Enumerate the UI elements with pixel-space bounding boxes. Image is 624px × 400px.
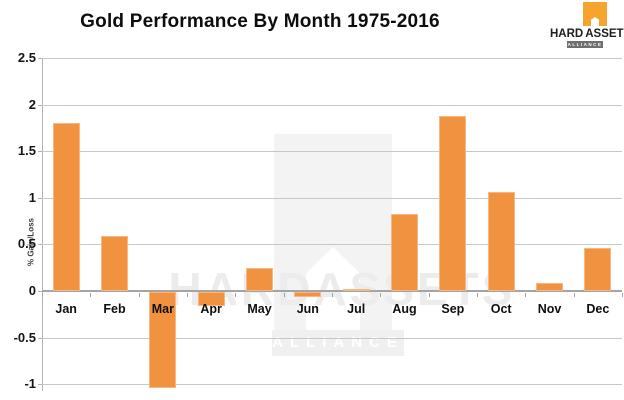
y-axis-tick-label: -0.5 <box>13 329 36 345</box>
x-axis-tick <box>283 293 285 297</box>
logo-word-hard: HARD <box>550 28 584 40</box>
logo-word-assets: ASSETS <box>585 28 624 40</box>
y-axis-tick-label: 0.5 <box>17 236 36 252</box>
brand-logo-wordmark: HARDASSETS <box>550 28 624 40</box>
brand-logo-icon <box>583 2 607 26</box>
x-axis-label-jul: Jul <box>347 302 366 316</box>
x-axis-tick <box>573 293 575 297</box>
bar-dec <box>584 248 612 291</box>
y-axis-tick-label: 0 <box>28 283 36 298</box>
x-axis-label-may: May <box>247 302 272 316</box>
x-axis-tick <box>90 293 92 297</box>
y-axis-tick-label: 2.5 <box>17 50 36 65</box>
x-axis-tick <box>187 293 188 297</box>
y-axis-tick <box>38 197 42 199</box>
x-axis-label-nov: Nov <box>537 302 562 316</box>
x-axis-tick <box>622 293 623 297</box>
bar-nov <box>536 282 563 291</box>
logo-door-notch-icon <box>591 17 599 26</box>
x-axis-label-jan: Jan <box>55 302 77 316</box>
watermark-banner: ALLIANCE <box>272 330 404 356</box>
x-axis-tick <box>332 293 333 297</box>
y-axis-tick-label: -1 <box>24 376 36 392</box>
x-axis-tick <box>138 293 140 297</box>
x-axis-label-dec: Dec <box>586 302 610 316</box>
x-axis-line <box>42 290 622 292</box>
x-axis-label-mar: Mar <box>151 302 174 316</box>
x-axis-tick <box>525 293 527 297</box>
gridline <box>42 104 622 106</box>
y-axis-tick <box>38 104 42 106</box>
bar-sep <box>439 115 467 291</box>
x-axis-label-aug: Aug <box>392 302 417 316</box>
brand-logo-banner: ALLIANCE <box>567 41 603 48</box>
bar-jan <box>52 123 80 291</box>
bar-may <box>246 267 273 291</box>
bar-oct <box>487 192 515 291</box>
y-axis-tick <box>38 291 42 292</box>
y-axis-line <box>42 58 43 391</box>
x-axis-tick <box>380 293 382 297</box>
y-axis-tick-label: 2 <box>28 96 36 112</box>
gridline <box>42 197 622 199</box>
gridline <box>42 384 622 386</box>
gridline <box>42 244 622 246</box>
x-axis-tick <box>235 293 237 297</box>
x-axis-tick <box>428 293 430 297</box>
bar-feb <box>101 236 128 291</box>
x-axis-label-feb: Feb <box>103 302 126 316</box>
x-axis-label-oct: Oct <box>490 302 512 316</box>
y-axis-tick <box>38 151 42 153</box>
y-axis-tick-label: 1.5 <box>17 143 36 159</box>
y-axis-tick <box>38 384 42 386</box>
gridline <box>42 337 622 339</box>
y-axis-tick <box>38 58 42 59</box>
x-axis-label-apr: Apr <box>200 302 222 316</box>
bar-apr <box>197 292 225 306</box>
gridline <box>42 151 622 153</box>
bar-aug <box>391 213 418 291</box>
x-axis-label-jun: Jun <box>296 302 319 316</box>
bar-mar <box>149 292 177 388</box>
y-axis-tick-label: 1 <box>28 189 36 205</box>
bar-jul <box>342 289 370 291</box>
x-axis-label-sep: Sep <box>441 302 465 316</box>
chart-title: Gold Performance By Month 1975-2016 <box>80 11 440 32</box>
y-axis-tick <box>38 337 42 339</box>
x-axis-tick <box>42 293 43 297</box>
gridline <box>42 58 622 59</box>
bar-jun <box>294 292 322 297</box>
y-axis-tick <box>38 244 42 246</box>
brand-logo: HARDASSETS ALLIANCE <box>550 2 624 48</box>
x-axis-tick <box>477 293 478 297</box>
